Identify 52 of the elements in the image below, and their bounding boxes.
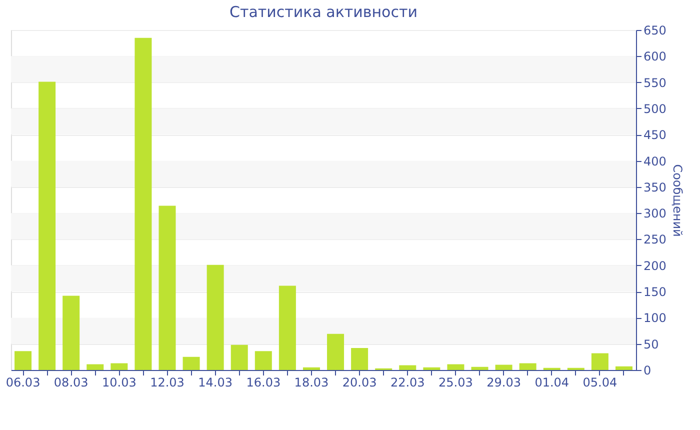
x-tick-label: 25.03: [438, 376, 473, 390]
bar: [110, 363, 128, 370]
y-tick-label: 100: [644, 311, 666, 326]
x-tick-label: 01.04: [534, 376, 570, 390]
bar: [591, 353, 608, 370]
y-tick-label: 600: [644, 50, 666, 64]
x-tick-label: 05.04: [582, 376, 618, 390]
bar: [495, 364, 512, 370]
bar: [327, 334, 344, 370]
bar: [206, 264, 224, 370]
bar: [351, 348, 368, 370]
chart-title: Статистика активности: [230, 3, 418, 21]
bar: [423, 367, 440, 370]
x-tick-label: 12.03: [150, 376, 184, 390]
x-tick-label: 29.03: [486, 376, 521, 390]
bar: [254, 351, 272, 370]
x-tick-label: 08.03: [54, 376, 88, 390]
bar: [230, 344, 248, 370]
bar: [615, 366, 632, 370]
x-tick-label: 06.03: [6, 376, 40, 390]
y-tick-label: 650: [644, 24, 666, 38]
bar: [302, 367, 320, 370]
y-tick-label: 50: [644, 337, 659, 352]
y-tick-label: 500: [644, 102, 666, 116]
bar: [158, 206, 176, 370]
bar: [399, 365, 416, 370]
bar: [278, 286, 296, 370]
y-axis-title: Сообщений: [670, 164, 684, 237]
x-tick-label: 18.03: [294, 376, 329, 390]
bar: [62, 296, 80, 370]
bar: [86, 364, 104, 370]
x-tick-label: 16.03: [246, 376, 281, 390]
y-tick-label: 400: [644, 154, 666, 168]
y-tick-label: 550: [644, 76, 666, 90]
y-tick-label: 200: [644, 258, 666, 273]
y-tick-label: 450: [644, 128, 666, 142]
y-tick-label: 300: [644, 206, 666, 221]
x-tick-label: 10.03: [102, 376, 136, 390]
bar: [519, 363, 536, 370]
bar: [447, 364, 464, 370]
y-tick-label: 350: [644, 180, 666, 194]
bar: [38, 82, 56, 370]
x-tick-label: 22.03: [390, 376, 425, 390]
bar: [182, 356, 200, 370]
y-tick-label: 0: [644, 364, 652, 378]
x-tick-label: 14.03: [198, 376, 233, 390]
y-tick-label: 250: [644, 232, 666, 247]
y-tick-label: 150: [644, 285, 666, 300]
bar: [471, 366, 488, 370]
bar: [14, 351, 32, 370]
x-tick-label: 20.03: [342, 376, 377, 390]
bar: [134, 38, 152, 370]
